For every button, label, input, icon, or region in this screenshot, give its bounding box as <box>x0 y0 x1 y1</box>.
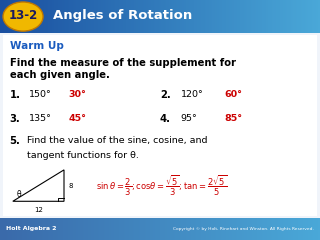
Text: 8: 8 <box>69 183 73 189</box>
Text: each given angle.: each given angle. <box>10 70 109 80</box>
Text: 30°: 30° <box>69 90 87 99</box>
Text: 60°: 60° <box>224 90 242 99</box>
Text: Warm Up: Warm Up <box>10 42 63 51</box>
Text: tangent functions for θ.: tangent functions for θ. <box>27 151 139 160</box>
Text: 3.: 3. <box>10 114 20 124</box>
Text: 150°: 150° <box>29 90 52 99</box>
Text: 13-2: 13-2 <box>8 9 38 22</box>
Text: Holt Algebra 2: Holt Algebra 2 <box>6 227 57 231</box>
Text: 4.: 4. <box>160 114 171 124</box>
Text: Copyright © by Holt, Rinehart and Winston. All Rights Reserved.: Copyright © by Holt, Rinehart and Winsto… <box>173 227 314 231</box>
Text: θ: θ <box>17 190 21 198</box>
Text: Find the measure of the supplement for: Find the measure of the supplement for <box>10 58 236 68</box>
Text: 5.: 5. <box>10 136 20 146</box>
Text: 2.: 2. <box>160 90 171 100</box>
Text: Angles of Rotation: Angles of Rotation <box>53 9 192 22</box>
Text: 12: 12 <box>34 207 43 213</box>
Text: 1.: 1. <box>10 90 20 100</box>
Text: 135°: 135° <box>29 114 52 123</box>
Text: 120°: 120° <box>181 90 204 99</box>
Text: 85°: 85° <box>224 114 242 123</box>
Text: 45°: 45° <box>69 114 87 123</box>
Ellipse shape <box>3 2 43 31</box>
FancyBboxPatch shape <box>3 35 317 216</box>
Text: $\mathrm{sin}\,\theta = \dfrac{2}{3}$$;\mathrm{cos}\theta = \dfrac{\sqrt{5}}{3}$: $\mathrm{sin}\,\theta = \dfrac{2}{3}$$;\… <box>96 174 227 198</box>
Text: Find the value of the sine, cosine, and: Find the value of the sine, cosine, and <box>27 136 208 145</box>
Text: 95°: 95° <box>181 114 197 123</box>
